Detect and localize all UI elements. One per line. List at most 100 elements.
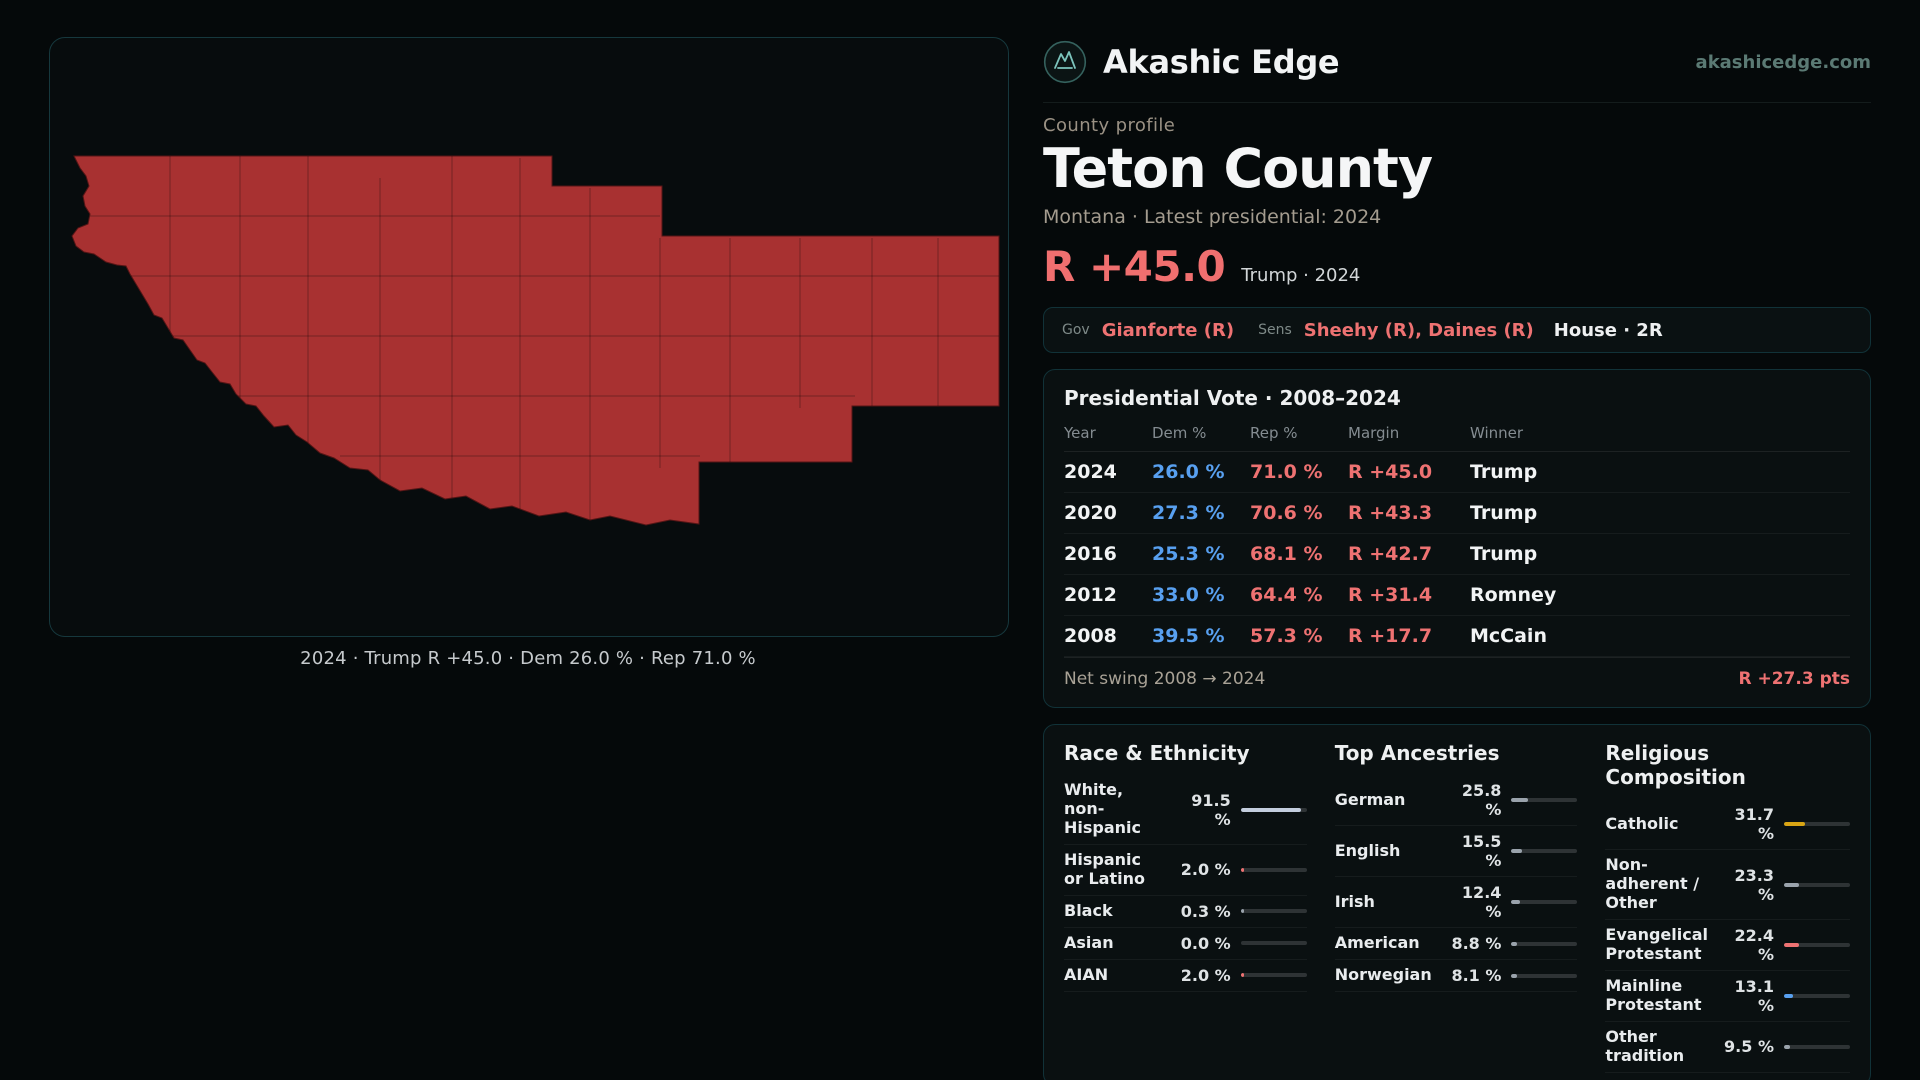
- net-swing-row: Net swing 2008 → 2024 R +27.3 pts: [1064, 657, 1850, 701]
- cell-dem: 39.5 %: [1152, 625, 1225, 648]
- stat-row: German 25.8 %: [1334, 775, 1578, 827]
- stat-label: White, non-Hispanic: [1064, 780, 1142, 838]
- gov-label: Gov: [1062, 322, 1090, 339]
- stat-row: Irish 12.4 %: [1334, 877, 1578, 929]
- map-panel: [49, 37, 1009, 637]
- stat-row: Asian 0.0 %: [1064, 928, 1307, 960]
- stat-bar: [1240, 941, 1307, 946]
- ancestries-title: Top Ancestries: [1334, 741, 1500, 766]
- stat-label: Non-adherent / Other: [1605, 855, 1700, 913]
- stat-label: AIAN: [1064, 964, 1109, 984]
- stat-row: Black 0.3 %: [1064, 896, 1307, 928]
- page-title: Teton County: [1043, 137, 1433, 200]
- stat-value: 12.4 %: [1461, 883, 1502, 922]
- stat-value: 2.0 %: [1180, 860, 1231, 880]
- cell-rep: 64.4 %: [1250, 584, 1323, 607]
- cell-year: 2012: [1064, 584, 1117, 607]
- eyebrow-label: County profile: [1043, 115, 1176, 136]
- cell-rep: 71.0 %: [1250, 461, 1323, 484]
- stat-value: 13.1 %: [1734, 976, 1774, 1015]
- table-row: 2024 26.0 % 71.0 % R +45.0 Trump: [1064, 452, 1850, 494]
- stat-row: Other tradition 9.5 %: [1605, 1022, 1850, 1073]
- cell-dem: 25.3 %: [1152, 543, 1225, 566]
- col-margin: Margin: [1348, 424, 1400, 443]
- headline-context: Trump · 2024: [1241, 265, 1361, 287]
- stat-bar: [1784, 942, 1850, 947]
- state-shape: [71, 155, 1000, 526]
- stat-label: Other tradition: [1605, 1026, 1685, 1065]
- site-domain-link[interactable]: akashicedge.com: [1695, 51, 1871, 73]
- sens-value: Sheehy (R), Daines (R): [1303, 319, 1534, 341]
- stat-value: 0.3 %: [1180, 901, 1231, 921]
- stat-row: Catholic 31.7 %: [1605, 799, 1850, 851]
- sens-label: Sens: [1258, 322, 1292, 339]
- stat-label: Irish: [1334, 891, 1375, 911]
- stat-label: Catholic: [1605, 813, 1679, 833]
- cell-year: 2020: [1064, 502, 1117, 525]
- site-title: Akashic Edge: [1103, 43, 1340, 81]
- stat-row: Hispanic or Latino 2.0 %: [1064, 845, 1307, 896]
- cell-winner: Romney: [1470, 584, 1557, 607]
- stat-label: Hispanic or Latino: [1064, 849, 1145, 888]
- stat-bar: [1240, 909, 1307, 914]
- cell-rep: 57.3 %: [1250, 625, 1323, 648]
- stat-row: English 15.5 %: [1334, 826, 1578, 878]
- cell-margin: R +43.3: [1348, 502, 1433, 525]
- stat-bar: [1511, 798, 1578, 803]
- stat-row: AIAN 2.0 %: [1064, 960, 1307, 992]
- ancestries-column: Top Ancestries German 25.8 % English 15.…: [1334, 741, 1578, 1072]
- headline-margin-row: R +45.0 Trump · 2024: [1043, 242, 1871, 291]
- table-header-row: Year Dem % Rep % Margin Winner: [1064, 420, 1850, 453]
- cell-margin: R +17.7: [1348, 625, 1433, 648]
- stat-row: Non-adherent / Other 23.3 %: [1605, 850, 1850, 920]
- cell-year: 2024: [1064, 461, 1117, 484]
- stat-value: 8.8 %: [1451, 934, 1502, 954]
- table-row: 2016 25.3 % 68.1 % R +42.7 Trump: [1064, 534, 1850, 576]
- map-caption: 2024 · Trump R +45.0 · Dem 26.0 % · Rep …: [300, 648, 756, 669]
- race-ethnicity-title: Race & Ethnicity: [1064, 741, 1250, 766]
- stat-value: 31.7 %: [1734, 805, 1774, 844]
- stat-value: 0.0 %: [1180, 933, 1231, 953]
- subtitle: Montana · Latest presidential: 2024: [1043, 206, 1382, 229]
- stat-bar: [1240, 807, 1307, 812]
- net-swing-label: Net swing 2008 → 2024: [1064, 669, 1266, 690]
- stat-row: White, non-Hispanic 91.5 %: [1064, 775, 1307, 845]
- cell-rep: 70.6 %: [1250, 502, 1323, 525]
- state-county-map[interactable]: [50, 38, 1008, 636]
- stat-bar: [1240, 867, 1307, 872]
- col-rep: Rep %: [1250, 424, 1298, 443]
- stat-label: Norwegian: [1334, 965, 1432, 985]
- cell-winner: Trump: [1470, 543, 1538, 566]
- stat-bar: [1511, 941, 1578, 946]
- race-ethnicity-column: Race & Ethnicity White, non-Hispanic 91.…: [1064, 741, 1307, 1072]
- cell-winner: Trump: [1470, 502, 1538, 525]
- stat-bar: [1784, 993, 1850, 998]
- stat-value: 23.3 %: [1734, 865, 1774, 904]
- net-swing-value: R +27.3 pts: [1738, 669, 1850, 690]
- cell-margin: R +45.0: [1348, 461, 1433, 484]
- cell-rep: 68.1 %: [1250, 543, 1323, 566]
- mountain-logo-icon: [1043, 40, 1087, 84]
- cell-winner: Trump: [1470, 461, 1538, 484]
- stat-row: Mainline Protestant 13.1 %: [1605, 971, 1850, 1022]
- stat-bar: [1784, 822, 1850, 827]
- stat-value: 8.1 %: [1451, 966, 1502, 986]
- stat-value: 25.8 %: [1461, 781, 1502, 820]
- profile-column: Akashic Edge akashicedge.com County prof…: [1043, 40, 1871, 1080]
- stat-value: 22.4 %: [1734, 925, 1774, 964]
- table-row: 2012 33.0 % 64.4 % R +31.4 Romney: [1064, 575, 1850, 617]
- cell-dem: 27.3 %: [1152, 502, 1225, 525]
- stat-label: Black: [1064, 900, 1113, 920]
- stat-bar: [1511, 973, 1578, 978]
- stat-label: Mainline Protestant: [1605, 976, 1702, 1014]
- stat-bar: [1511, 849, 1578, 854]
- gov-value: Gianforte (R): [1101, 319, 1235, 341]
- cell-year: 2016: [1064, 543, 1117, 566]
- cell-year: 2008: [1064, 625, 1117, 648]
- officials-bar: Gov Gianforte (R) Sens Sheehy (R), Daine…: [1043, 307, 1871, 354]
- stat-bar: [1784, 882, 1850, 887]
- stat-label: Asian: [1064, 932, 1114, 952]
- col-dem: Dem %: [1152, 424, 1207, 443]
- stat-label: Evangelical Protestant: [1605, 925, 1708, 963]
